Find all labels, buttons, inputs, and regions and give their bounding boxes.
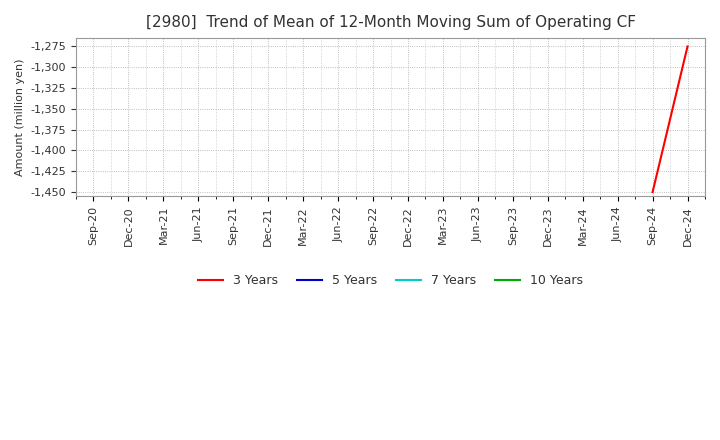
- Y-axis label: Amount (million yen): Amount (million yen): [15, 59, 25, 176]
- Legend: 3 Years, 5 Years, 7 Years, 10 Years: 3 Years, 5 Years, 7 Years, 10 Years: [193, 269, 588, 292]
- Title: [2980]  Trend of Mean of 12-Month Moving Sum of Operating CF: [2980] Trend of Mean of 12-Month Moving …: [145, 15, 636, 30]
